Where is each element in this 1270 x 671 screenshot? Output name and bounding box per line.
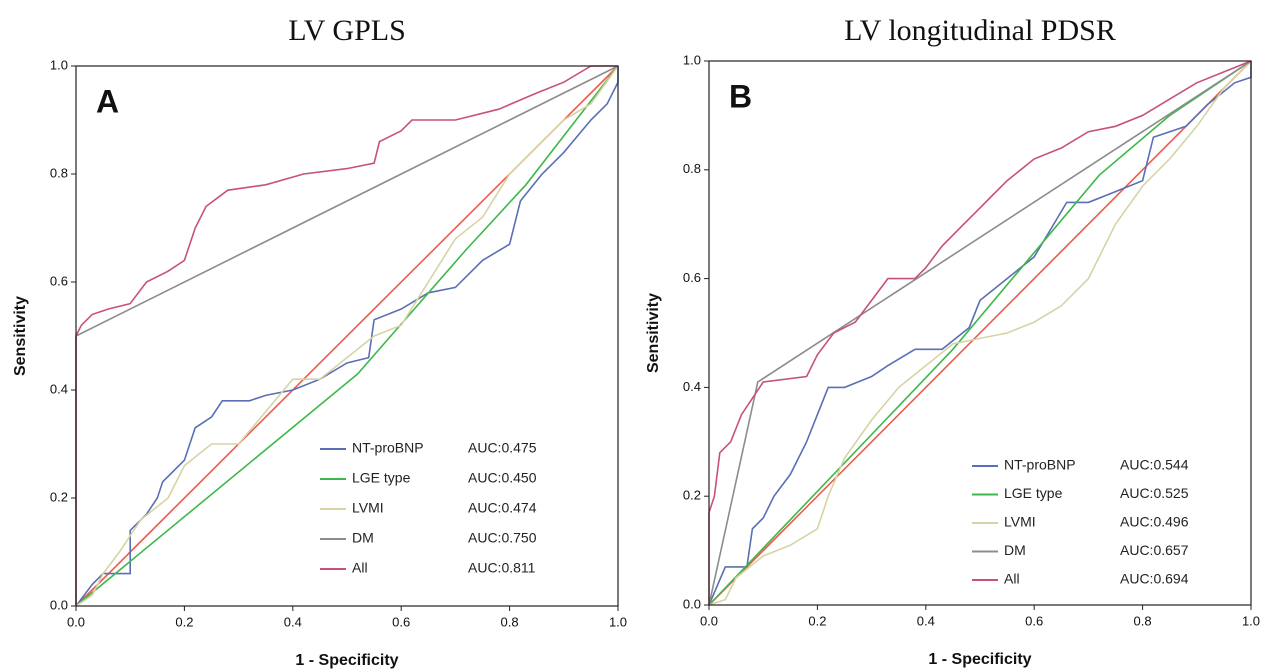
legend-auc: AUC:0.657 [1120,542,1189,558]
x-tick-label: 1.0 [1242,613,1260,628]
reference-line [708,60,1252,606]
legend-auc: AUC:0.496 [1120,514,1189,530]
legend-name: DM [352,530,374,546]
plot-frame [75,65,619,607]
y-axis-label: Sensitivity [12,296,29,376]
x-tick-label: 0.0 [67,614,85,629]
y-tick-label: 0.6 [50,273,68,288]
legend-auc: AUC:0.450 [468,470,537,486]
x-axis-label: 1 - Specificity [295,652,398,669]
legend-auc: AUC:0.525 [1120,485,1189,501]
x-tick-label: 0.4 [284,614,302,629]
legend-name: All [352,560,368,576]
y-tick-label: 0.8 [50,165,68,180]
legend-auc: AUC:0.544 [1120,457,1189,473]
panel-label: A [96,83,119,119]
x-tick-label: 0.0 [700,613,718,628]
y-tick-label: 0.4 [50,381,68,396]
roc-curve [708,60,1252,606]
legend-auc: AUC:0.475 [468,440,537,456]
legend-name: LVMI [352,500,384,516]
y-axis-label: Sensitivity [645,293,662,373]
y-tick-label: 1.0 [50,57,68,72]
x-axis-label: 1 - Specificity [928,651,1031,668]
legend-name: All [1004,571,1020,587]
roc-curve [708,60,1252,605]
x-tick-label: 0.8 [1134,613,1152,628]
legend-auc: AUC:0.811 [468,560,536,576]
roc-curve [75,65,618,606]
x-tick-label: 0.6 [1025,613,1043,628]
y-tick-label: 0.4 [683,379,701,394]
legend-auc: AUC:0.750 [468,530,537,546]
x-tick-label: 0.2 [808,613,826,628]
x-tick-label: 0.2 [175,614,193,629]
roc-curve [708,61,1252,606]
legend-name: DM [1004,542,1026,558]
roc-curve [75,65,619,607]
legend-auc: AUC:0.474 [468,500,537,516]
legend-name: LGE type [1004,485,1063,501]
plot-frame [708,60,1252,606]
legend-name: LGE type [352,470,411,486]
y-tick-label: 0.0 [683,596,701,611]
roc-curve [708,60,1252,606]
y-tick-label: 0.2 [683,488,701,503]
x-tick-label: 0.6 [392,614,410,629]
panel-label: B [729,78,752,114]
x-tick-label: 0.8 [501,614,519,629]
panel-title: LV longitudinal PDSR [844,14,1116,47]
roc-curve [708,60,1252,606]
legend-name: NT-proBNP [352,440,424,456]
legend-name: NT-proBNP [1004,457,1076,473]
x-tick-label: 1.0 [609,614,627,629]
panel-title: LV GPLS [288,14,406,47]
roc-curve [75,65,619,607]
y-tick-label: 0.6 [683,270,701,285]
legend-auc: AUC:0.694 [1120,571,1189,587]
y-tick-label: 0.0 [50,597,68,612]
y-tick-label: 0.8 [683,161,701,176]
y-tick-label: 1.0 [683,52,701,67]
y-tick-label: 0.2 [50,489,68,504]
x-tick-label: 0.4 [917,613,935,628]
legend-name: LVMI [1004,514,1036,530]
